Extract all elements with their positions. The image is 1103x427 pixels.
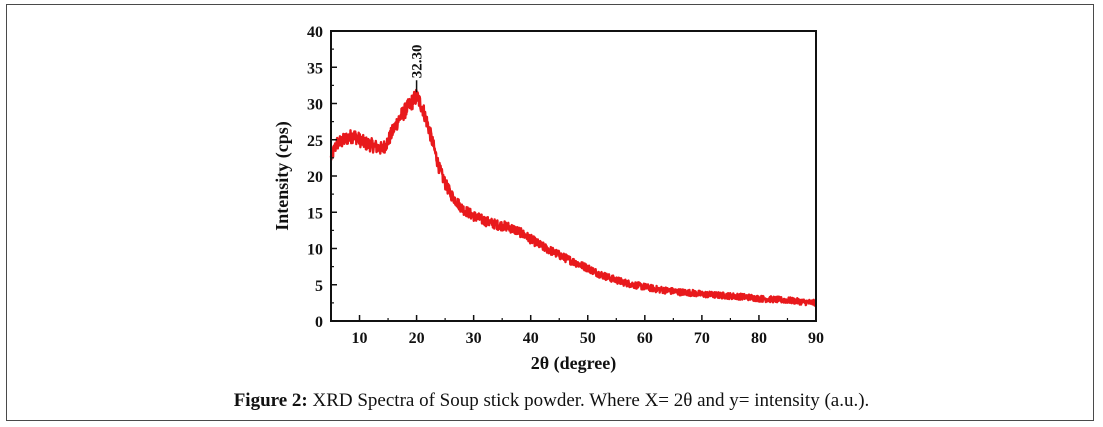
figure-caption: Figure 2: XRD Spectra of Soup stick powd… (0, 390, 1103, 412)
x-tick-label-80: 80 (751, 330, 767, 347)
x-tick-label-70: 70 (694, 330, 710, 347)
ticks-layer (330, 30, 817, 322)
x-axis-label: 2θ (degree) (531, 353, 617, 374)
plot-area (330, 30, 817, 322)
figure-frame (6, 4, 1094, 421)
y-axis-label: Intensity (cps) (272, 121, 293, 231)
x-tick-label-40: 40 (523, 330, 539, 347)
xrd-chart: 10 20 30 40 50 60 70 80 90 0 5 10 15 20 25 30 35 40 2θ (d… (272, 24, 824, 374)
figure-caption-label: Figure 2: (233, 390, 308, 411)
y-tick-label-40: 40 (307, 24, 323, 41)
y-tick-label-30: 30 (307, 97, 323, 114)
series-layer (329, 88, 817, 307)
y-tick-label-10: 10 (307, 242, 323, 259)
y-tick-label-15: 15 (307, 205, 323, 222)
x-tick-label-30: 30 (466, 330, 482, 347)
y-tick-label-20: 20 (307, 169, 323, 186)
y-tick-label-35: 35 (307, 60, 323, 77)
peak-annotation-label: 32.30 (410, 45, 426, 79)
xrd-series-line-0 (329, 88, 817, 307)
x-tick-label-90: 90 (808, 330, 824, 347)
labels-layer: 10 20 30 40 50 60 70 80 90 0 5 10 15 20 25 30 35 40 (307, 24, 824, 347)
y-tick-label-0: 0 (315, 314, 323, 331)
y-tick-label-5: 5 (315, 278, 323, 295)
x-tick-label-10: 10 (352, 330, 368, 347)
x-tick-label-50: 50 (580, 330, 596, 347)
figure-caption-text: XRD Spectra of Soup stick powder. Where … (307, 390, 870, 411)
x-tick-label-60: 60 (637, 330, 653, 347)
x-tick-label-20: 20 (409, 330, 425, 347)
y-tick-label-25: 25 (307, 133, 323, 150)
